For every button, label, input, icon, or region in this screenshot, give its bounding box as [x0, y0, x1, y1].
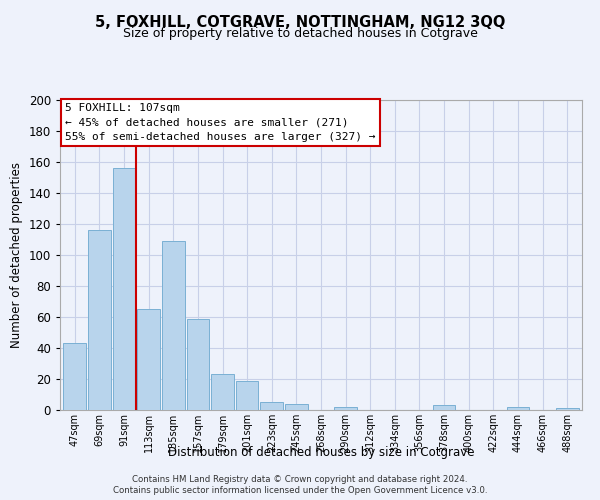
Bar [137, 309, 160, 410]
Y-axis label: Number of detached properties: Number of detached properties [10, 162, 23, 348]
Text: 5 FOXHILL: 107sqm
← 45% of detached houses are smaller (271)
55% of semi-detache: 5 FOXHILL: 107sqm ← 45% of detached hous… [65, 103, 376, 142]
Bar [285, 404, 308, 410]
Bar [162, 241, 185, 410]
Text: Contains public sector information licensed under the Open Government Licence v3: Contains public sector information licen… [113, 486, 487, 495]
Bar [236, 380, 259, 410]
Bar [433, 406, 455, 410]
Text: Distribution of detached houses by size in Cotgrave: Distribution of detached houses by size … [168, 446, 474, 459]
Text: 5, FOXHILL, COTGRAVE, NOTTINGHAM, NG12 3QQ: 5, FOXHILL, COTGRAVE, NOTTINGHAM, NG12 3… [95, 15, 505, 30]
Text: Size of property relative to detached houses in Cotgrave: Size of property relative to detached ho… [122, 28, 478, 40]
Bar [260, 402, 283, 410]
Text: Contains HM Land Registry data © Crown copyright and database right 2024.: Contains HM Land Registry data © Crown c… [132, 475, 468, 484]
Bar [506, 407, 529, 410]
Bar [88, 230, 111, 410]
Bar [556, 408, 578, 410]
Bar [187, 318, 209, 410]
Bar [64, 344, 86, 410]
Bar [113, 168, 136, 410]
Bar [211, 374, 234, 410]
Bar [334, 407, 357, 410]
